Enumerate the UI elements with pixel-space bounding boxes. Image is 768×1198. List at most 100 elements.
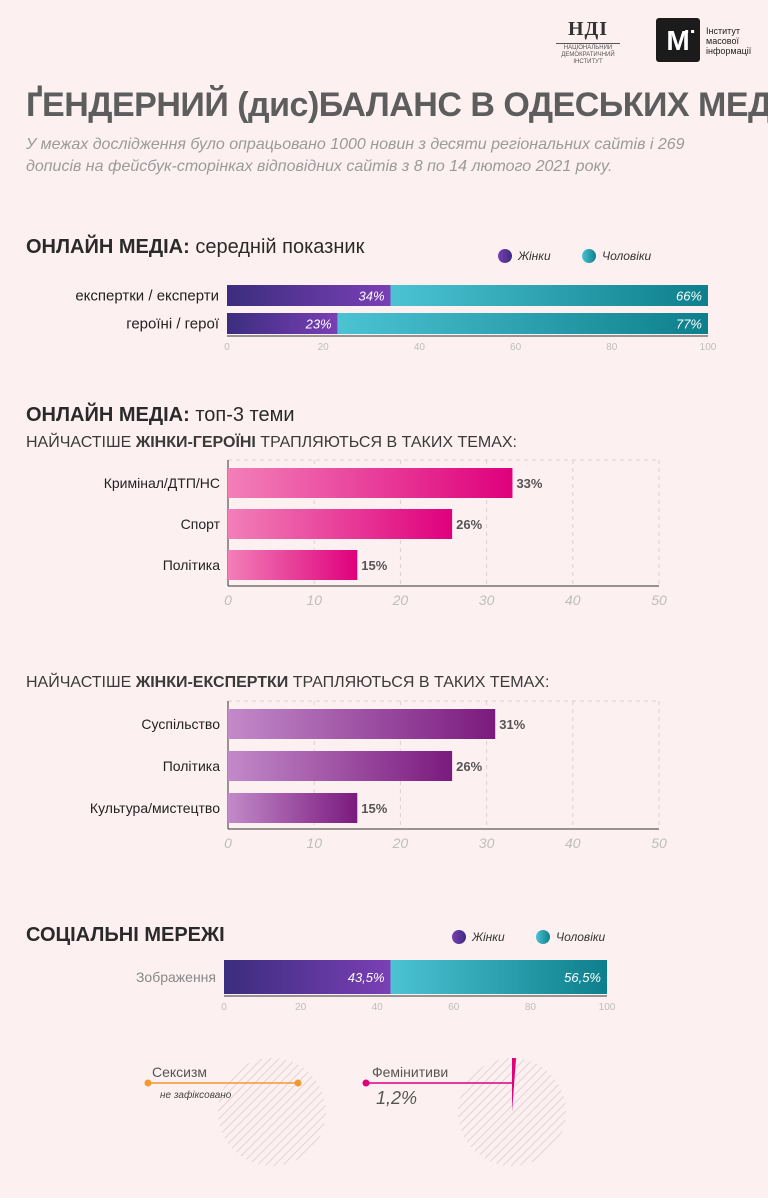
heroines-heading: НАЙЧАСТІШЕ ЖІНКИ-ГЕРОЇНІ ТРАПЛЯЮТЬСЯ В Т…	[26, 434, 517, 452]
category-label: Культура/мистецтво	[90, 800, 220, 816]
legend-women: Жінки	[498, 249, 551, 263]
pie-sexism-note: не зафіксовано	[160, 1089, 232, 1101]
category-label: героїні / герої	[126, 316, 220, 333]
pie-feminitives-label: Фемінитиви	[372, 1064, 448, 1080]
legend-women-label: Жінки	[518, 249, 551, 263]
category-label: Зображення	[136, 969, 216, 985]
data-label: 26%	[456, 517, 482, 532]
bar-women	[227, 285, 391, 306]
imi-logo: М̈	[656, 18, 700, 62]
experts-heading-prefix: НАЙЧАСТІШЕ	[26, 674, 136, 691]
legend-women-social-label: Жінки	[472, 930, 505, 944]
pie-sexism	[218, 1058, 326, 1166]
section-online-average-title: ОНЛАЙН МЕДІА: середній показник	[26, 236, 364, 259]
page-title: ҐЕНДЕРНИЙ (дис)БАЛАНС В ОДЕСЬКИХ МЕДІА	[26, 86, 768, 124]
x-tick-label: 10	[306, 835, 322, 851]
category-label: Політика	[163, 758, 220, 774]
bar	[228, 468, 513, 498]
heroines-heading-prefix: НАЙЧАСТІШЕ	[26, 434, 136, 451]
category-label: Політика	[163, 557, 220, 573]
category-label: Спорт	[181, 516, 221, 532]
imi-logo-text: Інститут масової інформації	[706, 26, 752, 56]
category-label: Кримінал/ДТП/НС	[104, 475, 220, 491]
x-tick-label: 30	[479, 592, 495, 608]
x-tick-label: 100	[599, 1002, 616, 1010]
heroines-heading-bold: ЖІНКИ-ГЕРОЇНІ	[135, 434, 256, 451]
bar	[228, 793, 358, 823]
x-tick-label: 80	[525, 1002, 537, 1010]
x-tick-label: 40	[565, 592, 581, 608]
x-tick-label: 0	[224, 592, 232, 608]
data-label-women: 34%	[359, 289, 385, 304]
pie-sexism-leader-dot-right	[294, 1079, 302, 1087]
legend-men-social-swatch	[536, 930, 550, 944]
data-label: 15%	[361, 558, 387, 573]
data-label-women: 43,5%	[348, 970, 385, 985]
bar	[228, 550, 358, 580]
pies-sexism-feminitives: Сексизм не зафіксовано Фемінитиви 1,2%	[144, 1058, 566, 1166]
page-subtitle: У межах дослідження було опрацьовано 100…	[26, 136, 685, 175]
x-tick-label: 30	[479, 835, 495, 851]
legend-women-social: Жінки	[452, 930, 505, 944]
legend-women-social-swatch	[452, 930, 466, 944]
x-tick-label: 20	[392, 835, 409, 851]
pie-sexism-label: Сексизм	[152, 1064, 207, 1080]
x-tick-label: 60	[510, 342, 522, 353]
data-label-men: 77%	[676, 317, 702, 332]
section-online-average-title-bold: ОНЛАЙН МЕДІА:	[26, 236, 190, 258]
x-tick-label: 0	[224, 342, 230, 353]
ndi-logo: НДІ НАЦІОНАЛЬНИЙ ДЕМОКРАТИЧНИЙ ІНСТИТУТ	[556, 18, 620, 66]
bar	[228, 709, 496, 739]
x-tick-label: 20	[318, 342, 330, 353]
data-label-men: 56,5%	[564, 970, 601, 985]
section-top-topics-title: ОНЛАЙН МЕДІА: топ-3 теми	[26, 404, 295, 427]
x-tick-label: 50	[651, 835, 667, 851]
category-label: Суспільство	[141, 716, 220, 732]
data-label: 33%	[516, 476, 542, 491]
pie-feminitives-slice	[512, 1058, 517, 1112]
experts-heading-bold: ЖІНКИ-ЕКСПЕРТКИ	[135, 674, 289, 691]
data-label: 26%	[456, 759, 482, 774]
x-tick-label: 50	[651, 592, 667, 608]
x-tick-label: 0	[224, 835, 232, 851]
x-tick-label: 20	[392, 592, 409, 608]
x-tick-label: 100	[700, 342, 717, 353]
data-label: 15%	[361, 801, 387, 816]
imi-logo-mark: М̈	[666, 25, 690, 56]
x-tick-label: 40	[372, 1002, 384, 1010]
ndi-logo-mark: НДІ	[567, 18, 609, 40]
section-social-title: СОЦІАЛЬНІ МЕРЕЖІ	[26, 924, 225, 946]
bar-men	[390, 285, 708, 306]
bar-men	[337, 313, 708, 334]
legend-men-swatch	[582, 249, 596, 263]
x-tick-label: 0	[221, 1002, 227, 1010]
pie-feminitives-leader-dot	[362, 1079, 370, 1087]
x-tick-label: 80	[606, 342, 618, 353]
section-online-average-title-light: середній показник	[189, 236, 365, 258]
x-tick-label: 20	[295, 1002, 307, 1010]
section-top-topics-title-light: топ-3 теми	[189, 404, 295, 426]
x-tick-label: 40	[565, 835, 581, 851]
legend-men-label: Чоловіки	[602, 249, 652, 263]
experts-heading: НАЙЧАСТІШЕ ЖІНКИ-ЕКСПЕРТКИ ТРАПЛЯЮТЬСЯ В…	[26, 674, 549, 692]
ndi-logo-subtitle: НАЦІОНАЛЬНИЙ ДЕМОКРАТИЧНИЙ ІНСТИТУТ	[556, 43, 620, 66]
data-label-men: 66%	[676, 289, 702, 304]
bar-women	[227, 313, 338, 334]
x-tick-label: 10	[306, 592, 322, 608]
bar	[228, 509, 453, 539]
data-label-women: 23%	[305, 317, 332, 332]
chart-online-average: експертки / експерти 34% 66% героїні / геро…	[75, 285, 717, 353]
bar	[228, 751, 453, 781]
x-tick-label: 60	[448, 1002, 460, 1010]
chart-experts-topics: Суспільство 31% Політика 26% Культура/мистец…	[90, 700, 667, 851]
legend-women-swatch	[498, 249, 512, 263]
bar-women	[224, 960, 391, 994]
bar-men	[390, 960, 607, 994]
category-label: експертки / експерти	[75, 288, 219, 305]
heroines-heading-suffix: ТРАПЛЯЮТЬСЯ В ТАКИХ ТЕМАХ:	[255, 434, 517, 451]
chart-heroines-topics: Кримінал/ДТП/НС 33% Спорт 26% Політика 15% 0 10…	[104, 459, 667, 608]
experts-heading-suffix: ТРАПЛЯЮТЬСЯ В ТАКИХ ТЕМАХ:	[288, 674, 550, 691]
pie-feminitives-value: 1,2%	[376, 1088, 417, 1108]
section-top-topics-title-bold: ОНЛАЙН МЕДІА:	[26, 404, 190, 426]
x-tick-label: 40	[414, 342, 426, 353]
